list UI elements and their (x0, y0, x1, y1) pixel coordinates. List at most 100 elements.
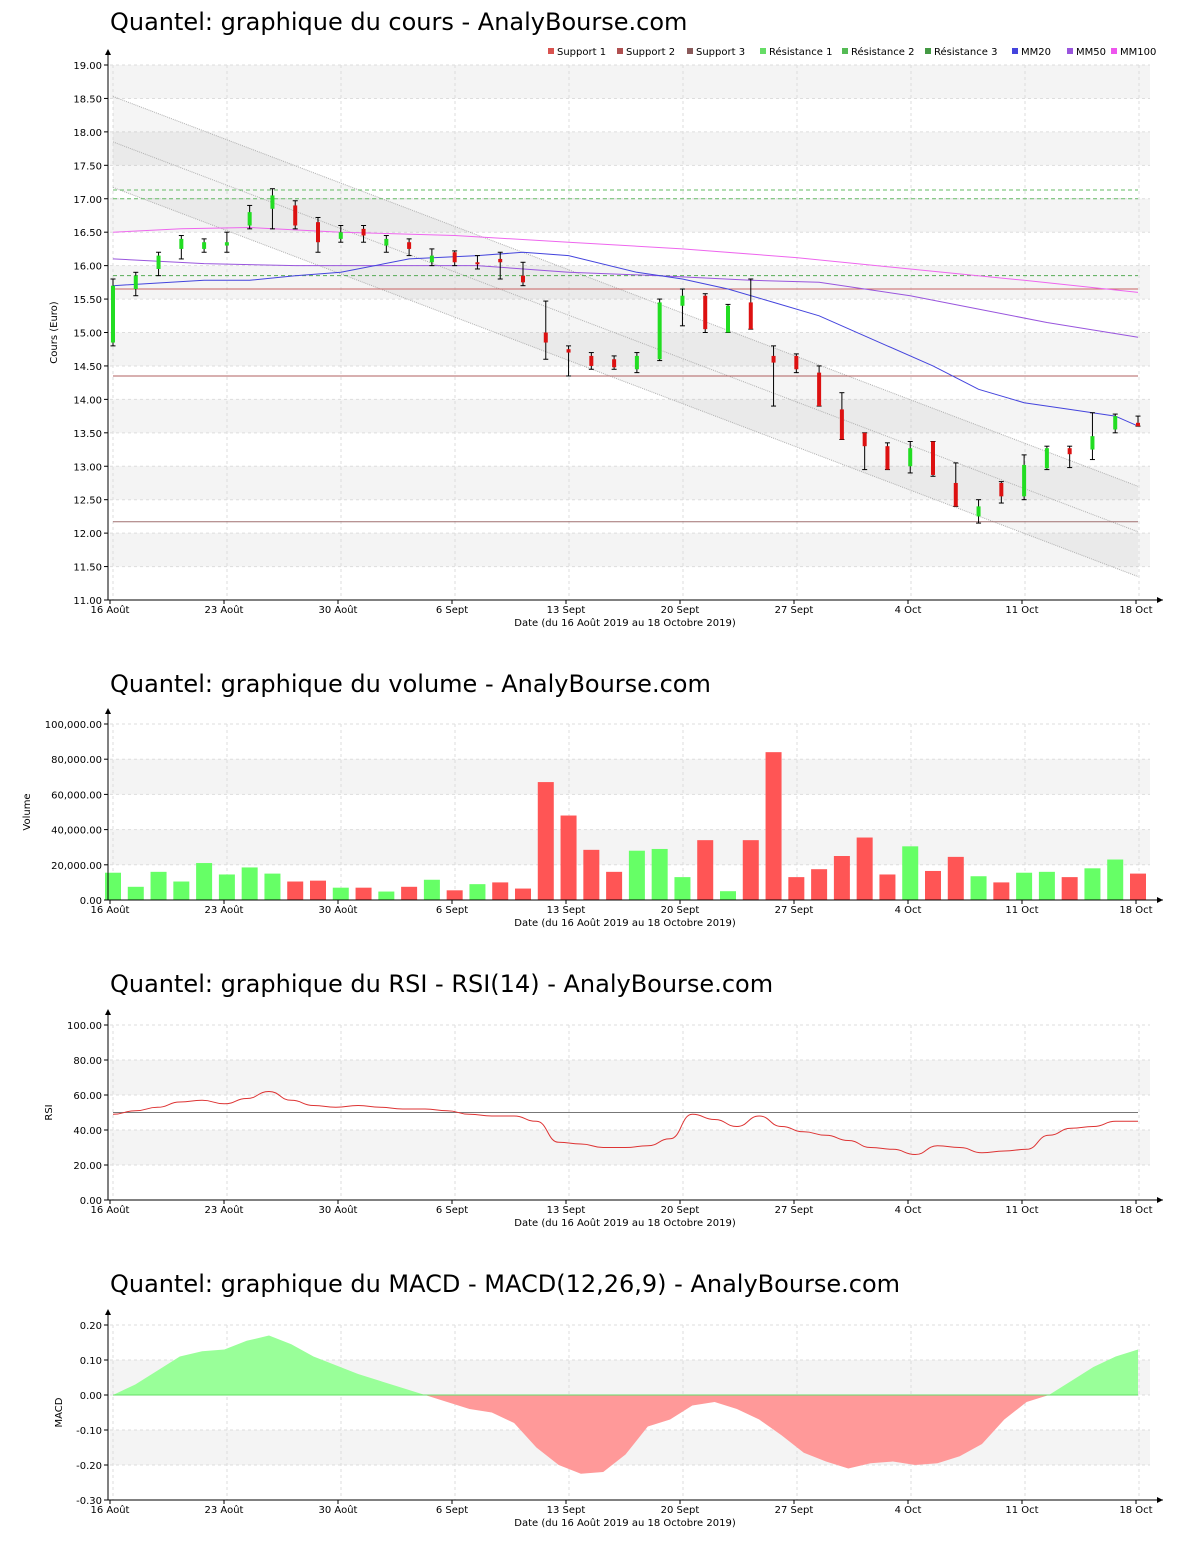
candle-body (953, 482, 958, 507)
volume-bar (902, 846, 919, 900)
candle-body (1044, 448, 1049, 469)
candle-body (270, 195, 275, 209)
y-tick-label: -0.10 (76, 1426, 102, 1437)
x-axis-arrow (1157, 897, 1163, 903)
x-tick-label: 16 Août (91, 604, 130, 616)
candle-body (202, 242, 207, 249)
volume-bar (150, 871, 167, 900)
candle-body (703, 295, 708, 330)
volume-bar (355, 887, 372, 900)
candle-body (316, 222, 320, 243)
price-chart-panel: Quantel: graphique du cours - AnalyBours… (0, 0, 1200, 650)
volume-bar (218, 874, 235, 900)
x-tick-label: 16 Août (91, 904, 130, 916)
x-tick-label: 30 Août (319, 1504, 358, 1516)
rsi-chart-panel: Quantel: graphique du RSI - RSI(14) - An… (0, 950, 1200, 1250)
candle-body (908, 448, 913, 467)
y-axis-label: Volume (22, 793, 33, 830)
volume-bar (127, 886, 144, 900)
x-tick-label: 4 Oct (895, 1205, 922, 1216)
y-tick-label: 14.00 (73, 395, 102, 406)
x-axis-arrow (1157, 597, 1163, 603)
legend-swatch (1012, 48, 1018, 54)
volume-bar (287, 881, 304, 900)
candle-body (543, 332, 548, 343)
volume-bar (1130, 873, 1146, 900)
y-tick-label: 40,000.00 (51, 826, 102, 837)
volume-bar (105, 872, 121, 900)
x-tick-label: 11 Oct (1005, 1505, 1038, 1516)
macd-positive-area (113, 1335, 1138, 1395)
x-tick-label: 11 Oct (1005, 605, 1038, 616)
volume-bar (423, 879, 440, 900)
y-tick-label: 80.00 (73, 1056, 102, 1067)
volume-bar (788, 877, 805, 900)
legend-label: Support 1 (557, 47, 606, 58)
x-tick-label: 20 Sept (661, 905, 700, 916)
volume-bar (560, 815, 577, 900)
volume-bar (720, 891, 736, 900)
x-axis-label: Date (du 16 Août 2019 au 18 Octobre 2019… (514, 917, 736, 929)
x-tick-label: 23 Août (205, 604, 244, 616)
x-tick-label: 27 Sept (775, 1205, 814, 1216)
candle-body (657, 302, 662, 360)
volume-bar (1084, 868, 1101, 900)
y-tick-label: 14.50 (73, 362, 102, 373)
y-axis-label: MACD (54, 1397, 65, 1427)
volume-bar (1016, 872, 1033, 900)
legend-swatch (617, 48, 623, 54)
x-tick-label: 30 Août (319, 604, 358, 616)
legend-label: Support 3 (696, 47, 745, 58)
candle-body (224, 242, 229, 246)
volume-bar (993, 882, 1010, 900)
x-tick-label: 18 Oct (1119, 1205, 1152, 1216)
macd-chart-title: Quantel: graphique du MACD - MACD(12,26,… (110, 1270, 901, 1298)
y-axis-arrow (105, 1309, 111, 1315)
trend-channel-mid (112, 141, 1139, 533)
volume-bar (401, 886, 418, 900)
y-tick-label: -0.30 (76, 1496, 102, 1507)
candle-body (931, 441, 935, 475)
y-axis-arrow (105, 1009, 111, 1015)
y-tick-label: 16.00 (73, 262, 102, 273)
volume-bar (742, 840, 759, 900)
legend-swatch (548, 48, 554, 54)
volume-bar (583, 849, 600, 900)
x-tick-label: 13 Sept (547, 1505, 586, 1516)
y-tick-label: 16.50 (73, 228, 102, 239)
macd-negative-area (113, 1395, 1138, 1474)
legend-label: MM20 (1021, 47, 1051, 58)
x-tick-label: 27 Sept (775, 905, 814, 916)
x-tick-label: 16 Août (91, 1504, 130, 1516)
grid-band (110, 759, 1150, 795)
x-tick-label: 30 Août (319, 904, 358, 916)
y-tick-label: 100.00 (67, 1021, 102, 1032)
volume-bar (1107, 859, 1124, 900)
x-tick-label: 13 Sept (547, 605, 586, 616)
candle-body (452, 252, 457, 263)
volume-bar (628, 850, 645, 900)
trend-channel-upper (112, 95, 1139, 487)
x-tick-label: 27 Sept (775, 605, 814, 616)
x-tick-label: 23 Août (205, 904, 244, 916)
rsi-chart: 0.00 20.00 40.00 60.00 80.00 100.00 16 Août 23 … (44, 1009, 1163, 1229)
grid-band (110, 1060, 1150, 1095)
x-tick-label: 18 Oct (1119, 905, 1152, 916)
x-tick-label: 4 Oct (895, 605, 922, 616)
x-tick-label: 18 Oct (1119, 605, 1152, 616)
x-axis-arrow (1157, 1197, 1163, 1203)
legend-label: MM100 (1120, 47, 1156, 58)
x-axis-label: Date (du 16 Août 2019 au 18 Octobre 2019… (514, 1517, 736, 1529)
ma20-line (112, 251, 1139, 427)
x-tick-label: 11 Oct (1005, 1205, 1038, 1216)
candle-body (498, 258, 503, 263)
y-axis-arrow (105, 49, 111, 55)
volume-chart-title: Quantel: graphique du volume - AnalyBour… (110, 670, 711, 698)
volume-bar (674, 877, 691, 900)
volume-bar (856, 837, 873, 900)
candle-body (748, 302, 753, 330)
y-tick-label: 11.00 (73, 596, 102, 607)
y-tick-label: 60,000.00 (51, 790, 102, 801)
candle-body (1090, 436, 1095, 450)
legend-swatch (842, 48, 848, 54)
